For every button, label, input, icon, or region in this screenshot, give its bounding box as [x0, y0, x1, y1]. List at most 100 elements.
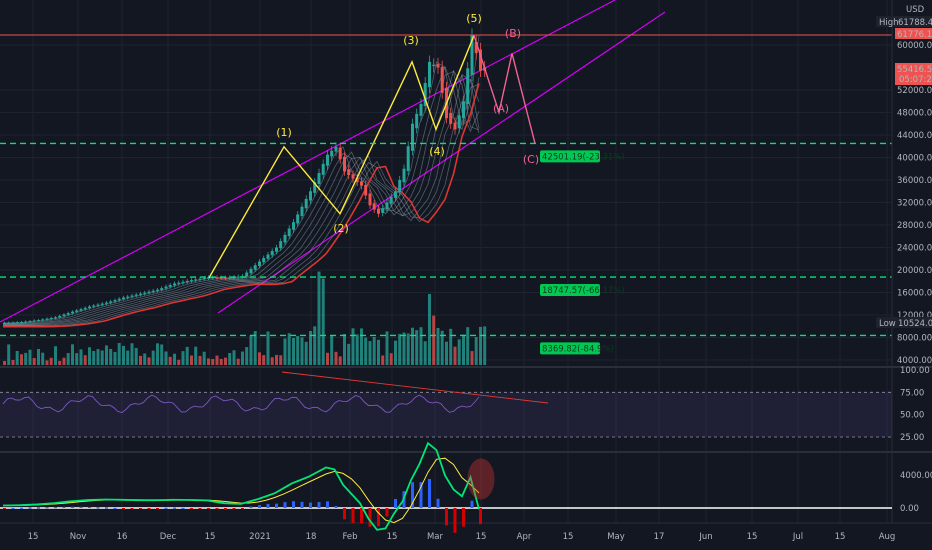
macd-histogram-bar: [436, 498, 440, 508]
macd-histogram-bar: [190, 508, 193, 509]
low-value: 10524.00: [898, 319, 932, 329]
high-label: High: [879, 18, 899, 28]
candle: [3, 322, 6, 324]
candle: [338, 147, 342, 160]
macd-histogram-bar: [20, 507, 23, 509]
time-tick-label: 15: [835, 532, 846, 542]
candle: [134, 294, 138, 296]
projection-level-tag: [540, 150, 600, 163]
macd-histogram-bar: [113, 507, 117, 509]
volume-bar: [351, 328, 355, 365]
candle: [151, 290, 155, 292]
volume-bar: [415, 330, 419, 365]
price-tick-label: 8000.00: [897, 334, 932, 344]
volume-bar: [58, 360, 62, 365]
volume-bar: [202, 351, 206, 365]
macd-pane: 0.00 4000.00: [0, 441, 932, 533]
macd-tick-label: 4000.00: [900, 471, 932, 481]
candle: [466, 68, 470, 105]
volume-bar: [321, 278, 325, 365]
volume-bar: [479, 326, 482, 365]
resistance-value: 61776.10: [897, 30, 932, 40]
candle: [330, 150, 334, 157]
volume-bar: [266, 331, 270, 365]
countdown-value: 05:07:20: [899, 75, 932, 85]
volume-bar: [253, 331, 257, 365]
rsi-pane: 25.00 50.00 75.00 100.00: [0, 366, 930, 443]
macd-histogram-bar: [71, 506, 74, 508]
volume-bar: [402, 332, 406, 365]
volume-bar: [377, 339, 380, 365]
volume-bar: [236, 358, 240, 365]
volume-bar: [304, 341, 308, 365]
price-tick-label: 48000.00: [897, 109, 932, 119]
volume-bar: [100, 350, 104, 365]
volume-bar: [330, 335, 334, 365]
candle: [432, 64, 436, 67]
macd-histogram-bar: [394, 498, 397, 508]
candle: [474, 42, 478, 54]
candle: [296, 214, 300, 224]
volume-bars: [3, 271, 487, 365]
macd-histogram-bar: [428, 478, 431, 508]
candle: [415, 113, 419, 129]
volume-bar: [368, 341, 372, 365]
macd-histogram-bar: [96, 507, 100, 509]
volume-bar: [117, 343, 121, 365]
time-tick-label: 18: [306, 532, 317, 542]
macd-histogram-bar: [79, 506, 83, 508]
time-axis[interactable]: 15 Nov 16 Dec 15 2021 18 Feb 15 Mar 15 Apr 15 May 17 Ju…: [28, 532, 896, 542]
volume-bar: [160, 344, 164, 365]
macd-histogram-bar: [334, 506, 338, 508]
volume-bar: [156, 343, 159, 365]
volume-bar: [32, 358, 36, 365]
candle: [279, 241, 283, 249]
candle: [275, 247, 278, 252]
last-price-value: 55416.58: [897, 65, 932, 75]
candle: [470, 35, 474, 75]
candle: [394, 191, 397, 198]
candle: [194, 279, 198, 281]
macd-histogram-bar: [343, 508, 346, 520]
time-tick-label: 15: [747, 532, 758, 542]
time-tick-label: Mar: [427, 532, 444, 542]
time-tick-label: Dec: [160, 532, 177, 542]
volume-bar: [241, 351, 244, 365]
wave-label: (4): [429, 145, 445, 158]
price-tick-label: 40000.00: [897, 154, 932, 164]
candle: [75, 310, 79, 312]
volume-bar: [83, 355, 87, 365]
candle: [15, 322, 19, 324]
price-tick-label: 52000.00: [897, 86, 932, 96]
candle: [309, 191, 312, 201]
volume-bar: [334, 351, 338, 365]
price-axis[interactable]: 4000.00 8000.00 12000.00 16000.00 20000.00 24…: [897, 41, 932, 366]
time-tick-label: 15: [205, 532, 216, 542]
candle: [109, 301, 113, 303]
volume-bar: [372, 336, 376, 365]
time-tick-label: 17: [654, 532, 665, 542]
volume-bar: [419, 327, 423, 365]
candle: [364, 184, 368, 196]
macd-histogram-bar: [258, 505, 261, 508]
macd-tick-label: 0.00: [900, 504, 919, 514]
candle: [385, 202, 389, 210]
candle: [368, 193, 372, 206]
candle: [355, 177, 359, 183]
candle: [126, 296, 130, 298]
macd-histogram-bar: [385, 508, 389, 517]
ma-ribbon-line: [3, 70, 480, 325]
volume-bar: [317, 271, 321, 365]
time-tick-label: Nov: [70, 532, 87, 542]
volume-bar: [122, 345, 125, 365]
candle: [343, 156, 346, 172]
volume-bar: [423, 341, 427, 365]
volume-bar: [249, 335, 253, 365]
volume-bar: [381, 355, 385, 365]
low-badge: [876, 317, 932, 328]
price-tick-label: 44000.00: [897, 131, 932, 141]
volume-bar: [71, 344, 74, 365]
candle: [377, 208, 380, 214]
macd-histogram-bar: [224, 508, 227, 510]
